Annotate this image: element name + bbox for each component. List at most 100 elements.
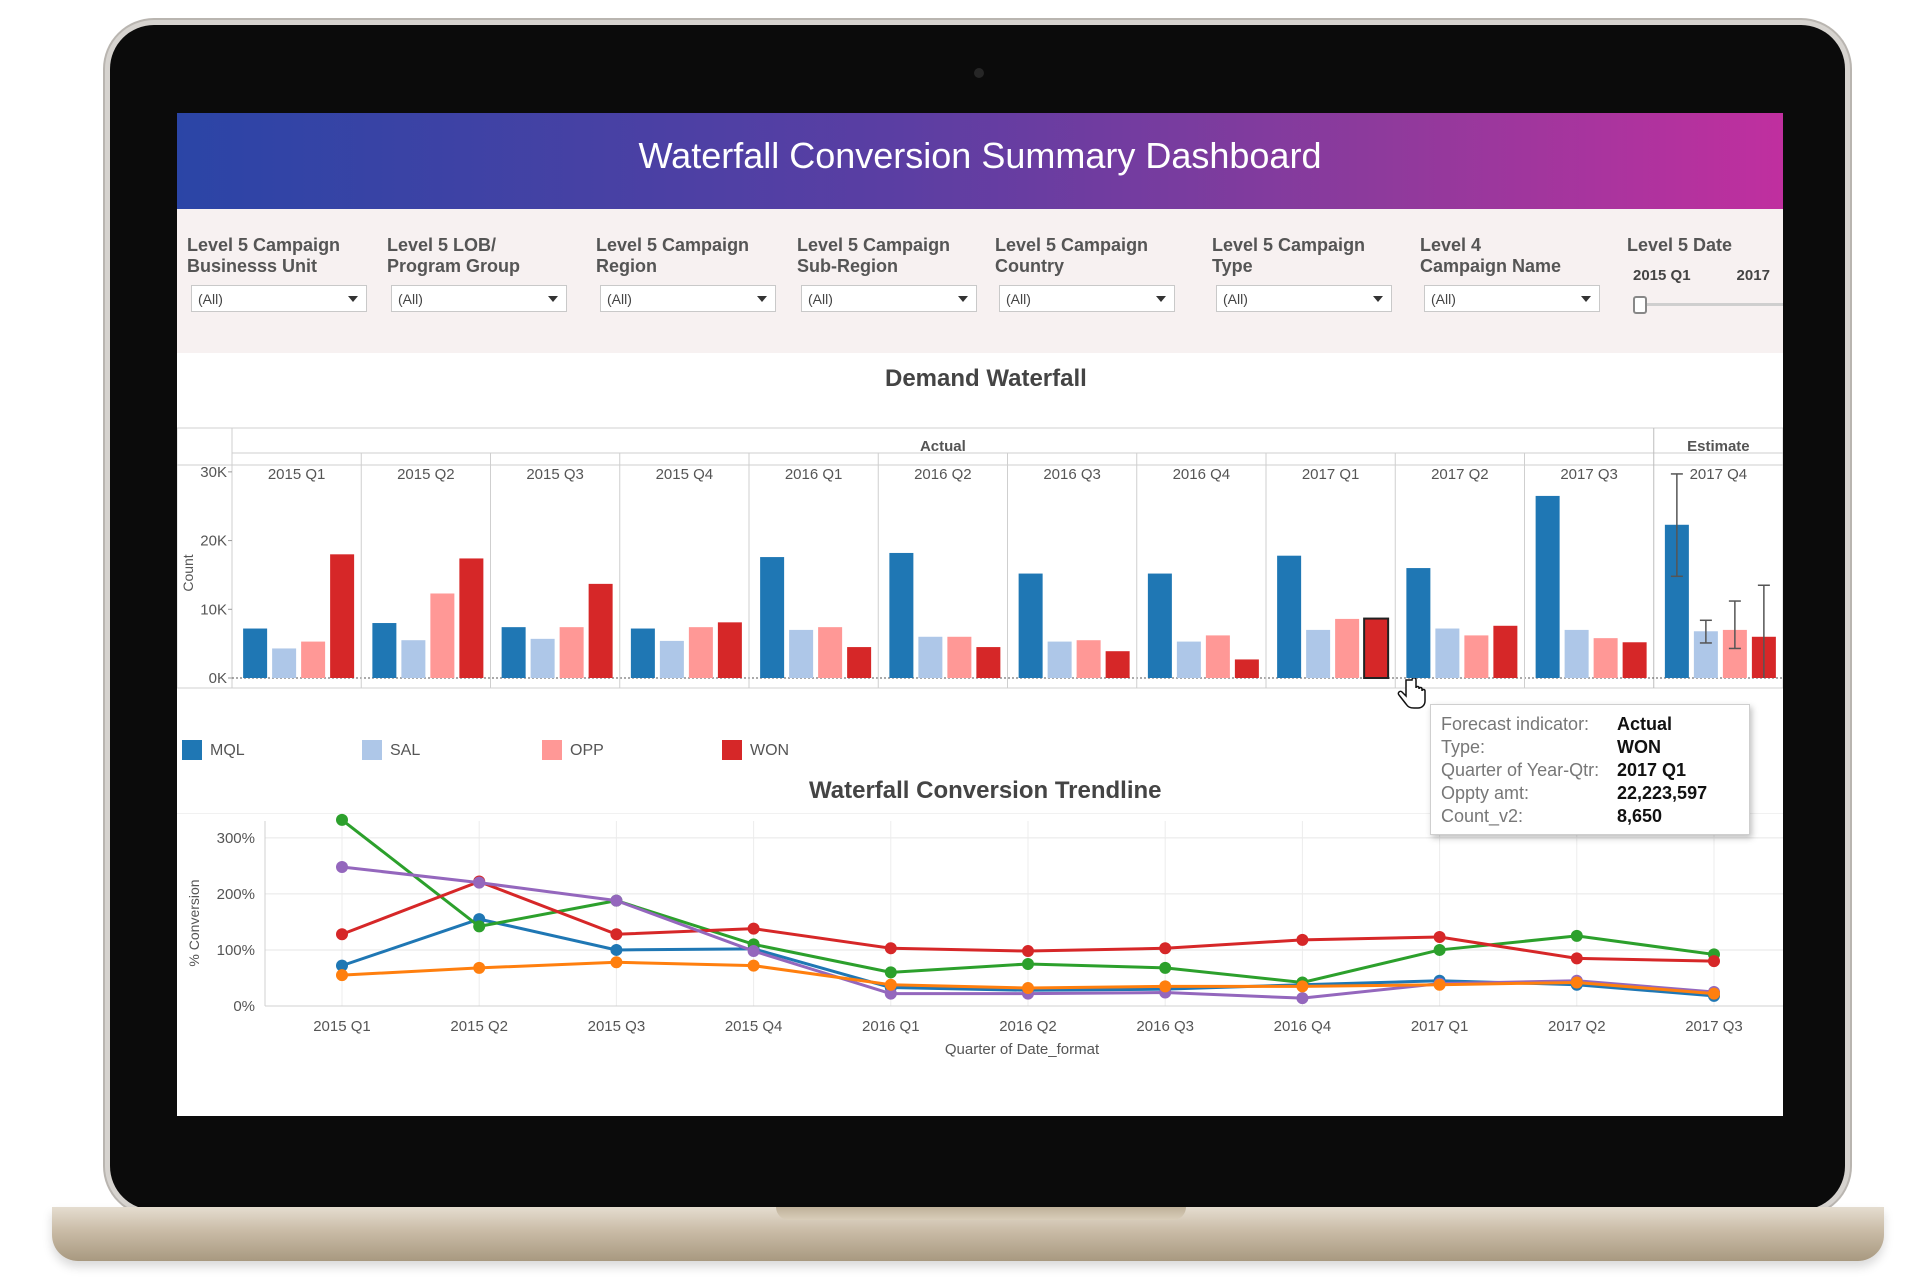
chevron-down-icon [757, 296, 767, 302]
filter-sub-region: Level 5 Campaign Sub-Region (All) [797, 235, 977, 312]
x-tick-label: 2015 Q4 [725, 1018, 783, 1035]
quarter-label: 2016 Q3 [1043, 466, 1101, 483]
dashboard-screen: Waterfall Conversion Summary Dashboard L… [177, 113, 1783, 1116]
y-tick-label: 30K [200, 464, 227, 481]
y-tick-label: 20K [200, 533, 227, 550]
bar-opp [430, 593, 455, 678]
webcam [974, 68, 984, 78]
quarter-label: 2016 Q4 [1173, 466, 1231, 483]
chevron-down-icon [958, 296, 968, 302]
chevron-down-icon [1581, 296, 1591, 302]
trend-point-blue [610, 943, 623, 956]
filter-label: Level 5 Campaign Businesss Unit [187, 235, 341, 276]
header-actual: Actual [920, 438, 966, 455]
x-axis-label: Quarter of Date_format [945, 1041, 1100, 1058]
sub-region-dropdown[interactable]: (All) [801, 285, 977, 312]
business-unit-dropdown[interactable]: (All) [191, 285, 367, 312]
header-estimate: Estimate [1687, 438, 1750, 455]
x-tick-label: 2016 Q1 [862, 1018, 920, 1035]
x-tick-label: 2016 Q2 [999, 1018, 1057, 1035]
country-dropdown[interactable]: (All) [999, 285, 1175, 312]
trend-point-orange [1159, 980, 1172, 993]
y-tick-label: 0% [233, 998, 255, 1015]
filter-type: Level 5 Campaign Type (All) [1212, 235, 1392, 312]
trend-point-orange [884, 978, 897, 991]
trend-point-purple [473, 876, 486, 889]
dashboard-title: Waterfall Conversion Summary Dashboard [638, 135, 1322, 176]
lob-dropdown[interactable]: (All) [391, 285, 567, 312]
quarter-label: 2015 Q2 [397, 466, 455, 483]
tooltip-row: Forecast indicator: Actual [1441, 714, 1673, 734]
x-tick-label: 2015 Q1 [313, 1018, 371, 1035]
region-dropdown[interactable]: (All) [600, 285, 776, 312]
bar-sal [401, 640, 426, 678]
filter-business-unit: Level 5 Campaign Businesss Unit (All) [187, 235, 367, 312]
bar-opp [1464, 635, 1489, 678]
campaign-name-dropdown[interactable]: (All) [1424, 285, 1600, 312]
bar-sal [918, 636, 943, 678]
bar-opp [947, 636, 972, 678]
legend-sal[interactable]: SAL [362, 740, 420, 762]
filter-date: Level 5 Date 2015 Q1 2017 [1627, 235, 1783, 314]
bar-won [459, 558, 484, 678]
filter-region: Level 5 Campaign Region (All) [596, 235, 776, 312]
bar-mql [372, 623, 397, 678]
trend-point-orange [1433, 978, 1446, 991]
tooltip-row: Type: WON [1441, 737, 1661, 757]
legend-mql[interactable]: MQL [182, 740, 245, 762]
filter-country: Level 5 Campaign Country (All) [995, 235, 1175, 312]
quarter-label: 2017 Q4 [1690, 466, 1748, 483]
bar-won [1622, 642, 1647, 678]
y-axis-label: % Conversion [186, 879, 202, 966]
bar-mql [1277, 555, 1302, 678]
date-slider-track[interactable] [1637, 303, 1783, 306]
bar-mql [501, 627, 526, 678]
quarter-label: 2017 Q1 [1302, 466, 1360, 483]
hand-cursor-icon [1397, 678, 1426, 709]
bar-won [847, 647, 872, 678]
conversion-trendline-chart: 0% 100% 200% 300% 2015 Q1 2015 Q2 2015 Q3 2015 … [177, 813, 1783, 1058]
bar-won [976, 647, 1001, 678]
trend-point-orange [1022, 982, 1034, 995]
y-tick-label: 0K [209, 670, 227, 687]
tooltip-row: Count_v2: 8,650 [1441, 806, 1663, 826]
trend-point-red [610, 928, 623, 941]
trend-point-orange [473, 961, 486, 974]
trend-point-green [1433, 943, 1446, 956]
date-to: 2017 [1736, 267, 1770, 284]
filter-label: Level 5 Date [1627, 235, 1733, 255]
tooltip-row: Oppty amt: 22,223,597 [1441, 783, 1708, 803]
chevron-down-icon [548, 296, 558, 302]
laptop-hinge-notch [776, 1207, 1186, 1220]
bar-opp [1205, 635, 1230, 678]
chevron-down-icon [348, 296, 358, 302]
quarter-label: 2015 Q1 [268, 466, 326, 483]
legend-opp[interactable]: OPP [542, 740, 604, 762]
bar-won [1493, 625, 1518, 678]
trend-point-orange [610, 956, 623, 969]
bar-opp [688, 627, 713, 678]
waterfall-legend: MQL SAL OPP WON [177, 740, 877, 764]
trend-point-green [1159, 961, 1172, 974]
x-tick-label: 2015 Q3 [588, 1018, 646, 1035]
filter-bar: Level 5 Campaign Businesss Unit (All) Le… [177, 209, 1783, 353]
date-slider-handle[interactable] [1633, 296, 1647, 314]
trend-point-orange [1708, 987, 1720, 1000]
trend-point-red [1708, 955, 1720, 968]
waterfall-frame [177, 427, 1783, 689]
filter-label: Level 5 Campaign Region [596, 235, 750, 276]
filter-campaign-name: Level 4 Campaign Name (All) [1420, 235, 1600, 312]
x-tick-label: 2017 Q2 [1548, 1018, 1606, 1035]
bar-opp [818, 627, 843, 678]
legend-won[interactable]: WON [722, 740, 789, 762]
trend-point-red [1570, 952, 1583, 965]
filter-lob: Level 5 LOB/ Program Group (All) [387, 235, 567, 312]
type-dropdown[interactable]: (All) [1216, 285, 1392, 312]
x-tick-label: 2015 Q2 [450, 1018, 508, 1035]
trend-point-green [336, 813, 348, 826]
filter-label: Level 5 Campaign Country [995, 235, 1149, 276]
date-from: 2015 Q1 [1633, 267, 1691, 284]
filter-label: Level 5 Campaign Sub-Region [797, 235, 951, 276]
bar-won [1363, 617, 1390, 680]
bar-mql [630, 628, 655, 678]
